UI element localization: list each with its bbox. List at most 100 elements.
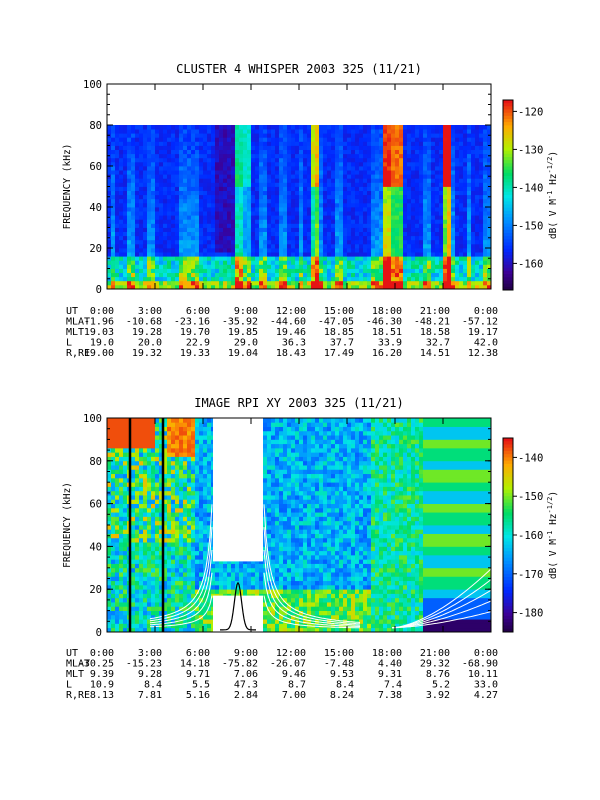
spectrogram-cell <box>115 145 120 150</box>
spectrogram-cell <box>251 223 256 228</box>
spectrogram-cell <box>311 198 316 204</box>
spectrogram-cell <box>383 153 388 159</box>
spectrogram-cell <box>267 133 272 138</box>
spectrogram-cell <box>443 194 448 200</box>
spectrogram-cell <box>347 170 352 175</box>
spectrogram-cell <box>295 243 300 249</box>
spectrogram-cell <box>359 174 364 179</box>
spectrogram-cell <box>287 149 292 155</box>
spectrogram-cell <box>163 264 168 269</box>
spectrogram-cell <box>395 157 400 163</box>
spectrogram-cell <box>471 145 476 150</box>
spectrogram-cell <box>323 194 328 200</box>
ephemeris-value: -1.96 <box>84 317 114 328</box>
spectrogram-cell <box>143 256 148 261</box>
spectrogram-cell <box>315 276 320 282</box>
spectrogram-cell <box>383 166 388 171</box>
spectrogram-cell <box>407 235 412 241</box>
spectrogram-cell <box>351 219 356 224</box>
spectrogram-cell <box>443 186 448 191</box>
spectrogram-cell <box>355 248 360 253</box>
spectrogram-cell <box>375 260 380 265</box>
spectrogram-cell <box>167 490 172 496</box>
spectrogram-cell <box>423 190 428 196</box>
spectrogram-cell <box>327 280 332 286</box>
spectrogram-cell <box>207 145 212 150</box>
spectrogram-cell <box>315 215 320 220</box>
spectrogram-cell <box>179 284 184 290</box>
spectrogram-cell <box>155 627 160 633</box>
y-axis-label: FREQUENCY (kHz) <box>62 144 73 230</box>
spectrogram-cell <box>167 243 172 249</box>
spectrogram-cell <box>351 223 356 228</box>
spectrogram-cell <box>247 178 252 183</box>
spectrogram-cell <box>423 243 428 249</box>
spectrogram-cell <box>163 580 168 586</box>
spectrogram-cell <box>127 202 132 208</box>
spectrogram-cell <box>215 149 220 155</box>
spectrogram-cell <box>147 157 152 163</box>
spectrogram-cell <box>131 223 136 228</box>
spectrogram-cell <box>139 567 144 573</box>
spectrogram-cell <box>119 499 124 504</box>
spectrogram-cell <box>419 202 424 208</box>
spectrogram-cell <box>435 202 440 208</box>
spectrogram-cell <box>195 219 200 224</box>
spectrogram-cell <box>115 525 120 530</box>
spectrogram-cell <box>475 227 480 232</box>
colorbar-cell <box>503 239 513 243</box>
spectrogram-cell <box>235 227 240 232</box>
spectrogram-cell <box>135 248 140 253</box>
spectrogram-cell <box>235 145 240 150</box>
spectrogram-cell <box>139 239 144 245</box>
colorbar-cell <box>503 160 513 164</box>
spectrogram-cell <box>227 153 232 159</box>
spectrogram-cell <box>179 542 184 547</box>
spectrogram-cell <box>375 256 380 261</box>
spectrogram-cell <box>191 252 196 257</box>
spectrogram-cell <box>259 256 264 261</box>
spectrogram-cell <box>171 211 176 216</box>
spectrogram-cell <box>243 268 248 273</box>
spectrogram-cell <box>183 182 188 187</box>
colorbar-tick-label: -130 <box>518 144 543 156</box>
spectrogram-cell <box>283 272 288 278</box>
spectrogram-cell <box>395 207 400 212</box>
spectrogram-cell <box>115 567 120 573</box>
spectrogram-cell <box>367 243 372 249</box>
spectrogram-cell <box>347 215 352 220</box>
spectrogram-cell <box>143 452 148 457</box>
spectrogram-cell <box>115 495 120 500</box>
spectrogram-cell <box>179 186 184 191</box>
spectrogram-cell <box>303 239 308 245</box>
spectrogram-cell <box>123 202 128 208</box>
spectrogram-cell <box>255 129 260 134</box>
spectrogram-cell <box>211 215 216 220</box>
spectrogram-cell <box>291 178 296 183</box>
spectrogram-cell <box>127 170 132 175</box>
spectrogram-cell <box>251 243 256 249</box>
spectrogram-cell <box>159 477 164 483</box>
spectrogram-cell <box>367 284 372 290</box>
spectrogram-cell <box>311 186 316 191</box>
spectrogram-cell <box>143 133 148 138</box>
spectrogram-cell <box>343 198 348 204</box>
spectrogram-cell <box>259 272 264 278</box>
colorbar-cell <box>503 195 513 199</box>
spectrogram-cell <box>135 202 140 208</box>
spectrogram-cell <box>319 161 324 167</box>
spectrogram-cell <box>135 619 140 624</box>
colorbar-label-part: ) <box>548 151 559 157</box>
spectrogram-cell <box>151 542 156 547</box>
spectrogram-cell <box>299 248 304 253</box>
spectrogram-cell <box>307 227 312 232</box>
spectrogram-cell <box>479 235 484 241</box>
spectrogram-cell <box>199 161 204 167</box>
spectrogram-cell <box>407 239 412 245</box>
spectrogram-cell <box>363 248 368 253</box>
spectrogram-cell <box>283 239 288 245</box>
spectrogram-cell <box>379 248 384 253</box>
spectrogram-cell <box>123 149 128 155</box>
spectrogram-cell <box>431 182 436 187</box>
spectrogram-cell <box>123 550 128 556</box>
